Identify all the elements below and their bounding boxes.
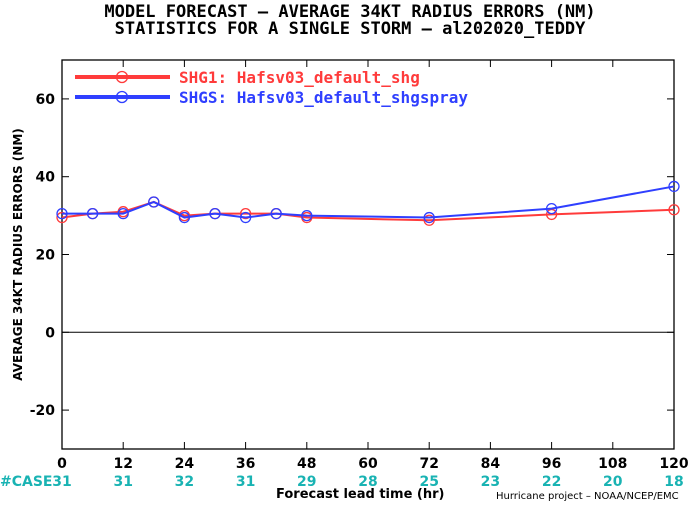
legend-label-1: SHGS: Hafsv03_default_shgspray bbox=[179, 88, 468, 107]
case-count: 28 bbox=[358, 474, 377, 490]
series-point-1 bbox=[423, 211, 435, 224]
x-tick-label: 96 bbox=[542, 456, 561, 472]
x-tick-label: 48 bbox=[297, 456, 316, 472]
legend-label-0: SHG1: Hafsv03_default_shg bbox=[179, 68, 420, 87]
series-point-1 bbox=[668, 180, 680, 193]
x-tick-label: 60 bbox=[358, 456, 378, 472]
series-point-0 bbox=[668, 204, 680, 216]
series-point-1 bbox=[56, 208, 68, 220]
x-axis-label: Forecast lead time (hr) bbox=[276, 487, 445, 502]
y-axis-label: AVERAGE 34KT RADIUS ERRORS (NM) bbox=[11, 128, 25, 380]
case-count: 23 bbox=[481, 474, 500, 490]
x-tick-label: 36 bbox=[236, 456, 255, 472]
series-point-1 bbox=[178, 211, 191, 224]
series-point-1 bbox=[239, 211, 252, 224]
series-point-1 bbox=[86, 208, 99, 220]
case-count: 31 bbox=[52, 474, 71, 490]
series-point-0 bbox=[239, 208, 252, 220]
plot-frame bbox=[61, 59, 675, 450]
series-point-1 bbox=[117, 208, 129, 220]
x-tick-label: 84 bbox=[481, 456, 501, 472]
x-tick-label: 24 bbox=[175, 456, 195, 472]
y-tick-label: -20 bbox=[30, 403, 56, 419]
x-tick-label: 120 bbox=[659, 456, 688, 472]
legend-marker-0 bbox=[115, 70, 129, 84]
y-tick-label: 20 bbox=[36, 248, 56, 264]
series-point-1 bbox=[301, 209, 313, 222]
series-point-0 bbox=[423, 214, 435, 226]
case-count: 31 bbox=[236, 474, 255, 490]
x-tick-label: 0 bbox=[57, 456, 67, 472]
case-label: #CASE bbox=[0, 474, 53, 490]
case-count: 31 bbox=[113, 474, 132, 490]
series-point-1 bbox=[209, 208, 221, 220]
y-tick-label: 0 bbox=[45, 325, 55, 341]
series-point-0 bbox=[56, 211, 68, 224]
y-tick-label: 40 bbox=[36, 170, 56, 186]
y-tick-label: 60 bbox=[36, 92, 56, 108]
credit-text: Hurricane project – NOAA/NCEP/EMC bbox=[496, 491, 679, 502]
x-tick-label: 12 bbox=[113, 456, 132, 472]
chart-subtitle: STATISTICS FOR A SINGLE STORM – al202020… bbox=[114, 19, 586, 39]
x-tick-label: 72 bbox=[419, 456, 438, 472]
case-count: 18 bbox=[664, 474, 683, 490]
case-count: 32 bbox=[175, 474, 194, 490]
case-count: 29 bbox=[297, 474, 316, 490]
x-tick-label: 108 bbox=[598, 456, 627, 472]
series-point-1 bbox=[270, 208, 282, 220]
case-count: 25 bbox=[419, 474, 438, 490]
series-point-1 bbox=[545, 202, 558, 215]
chart-title: MODEL FORECAST – AVERAGE 34KT RADIUS ERR… bbox=[104, 2, 596, 22]
series-point-1 bbox=[148, 196, 160, 208]
case-count: 20 bbox=[603, 474, 623, 490]
case-count: 22 bbox=[542, 474, 561, 490]
legend-marker-1 bbox=[115, 90, 129, 104]
